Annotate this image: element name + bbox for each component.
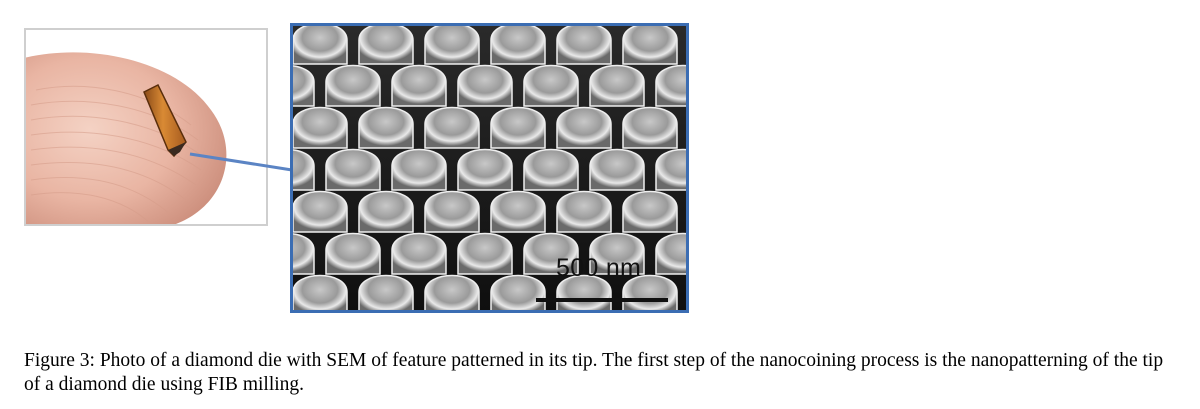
sem-nanostructure-array [293,26,686,310]
sem-dome [358,190,414,233]
sem-image: 500 nm [290,23,689,313]
sem-dome [358,26,414,65]
sem-dome [325,148,381,191]
sem-dome [293,65,315,107]
sem-dome [293,26,348,65]
sem-dome [556,190,612,233]
sem-dome [457,148,513,191]
sem-dome [424,106,480,149]
sem-dome [490,190,546,233]
figure-caption: Figure 3: Photo of a diamond die with SE… [24,350,1164,395]
sem-dome [424,190,480,233]
sem-dome [523,148,579,191]
sem-dome [293,149,315,191]
diamond-die [143,83,187,158]
sem-dome [424,274,480,310]
sem-dome [523,232,579,275]
sem-dome [589,232,645,275]
sem-dome [589,148,645,191]
sem-dome [293,190,348,233]
sem-dome [424,26,480,65]
finger-photo-illustration [26,30,266,224]
sem-dome [490,106,546,149]
sem-dome [655,232,686,275]
sem-dome [325,64,381,107]
sem-dome [293,274,348,310]
sem-dome [391,232,447,275]
sem-dome [391,148,447,191]
scale-bar-label: 500 nm [556,254,642,282]
sem-dome [622,190,678,233]
sem-dome [490,26,546,65]
diamond-die-photo [24,28,268,226]
sem-dome [622,106,678,149]
sem-dome [358,106,414,149]
sem-dome [556,26,612,65]
sem-dome [655,64,686,107]
sem-dome [622,26,678,65]
sem-dome [556,106,612,149]
sem-dome [358,274,414,310]
scale-bar [536,298,668,302]
sem-dome [490,274,546,310]
sem-dome [293,106,348,149]
sem-dome [457,232,513,275]
sem-dome [391,64,447,107]
sem-dome [293,233,315,275]
sem-dome [523,64,579,107]
sem-dome [655,148,686,191]
sem-dome [457,64,513,107]
sem-dome [325,232,381,275]
sem-dome [589,64,645,107]
